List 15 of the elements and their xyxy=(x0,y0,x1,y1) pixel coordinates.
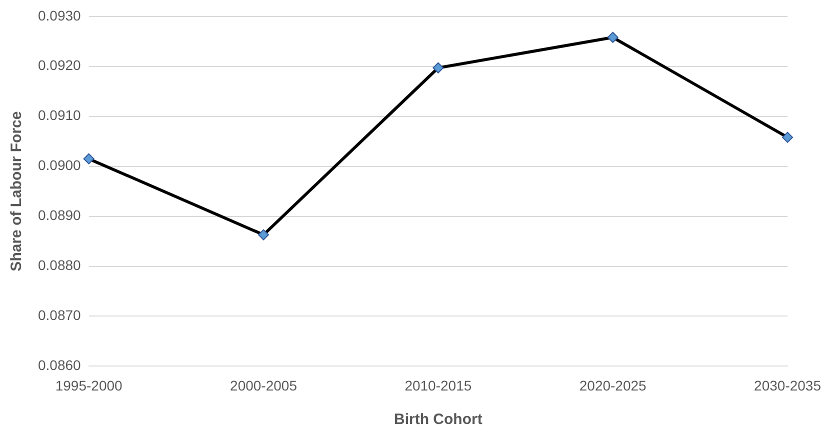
x-tick-label: 2020-2025 xyxy=(579,377,647,394)
x-tick-label: 2010-2015 xyxy=(404,377,472,394)
x-axis-title: Birth Cohort xyxy=(394,411,482,428)
x-tick-label: 1995-2000 xyxy=(55,377,123,394)
y-tick-label: 0.0890 xyxy=(38,207,82,224)
y-tick-label: 0.0920 xyxy=(38,57,82,74)
y-axis-title: Share of Labour Force xyxy=(8,111,26,272)
y-tick-label: 0.0880 xyxy=(38,257,82,274)
y-tick-label: 0.0900 xyxy=(38,157,82,174)
y-tick-label: 0.0910 xyxy=(38,107,82,124)
y-tick-label: 0.0860 xyxy=(38,357,82,374)
y-tick-label: 0.0930 xyxy=(38,7,82,24)
x-tick-label: 2000-2005 xyxy=(230,377,298,394)
x-tick-label: 2030-2035 xyxy=(754,377,822,394)
y-tick-label: 0.0870 xyxy=(38,307,82,324)
